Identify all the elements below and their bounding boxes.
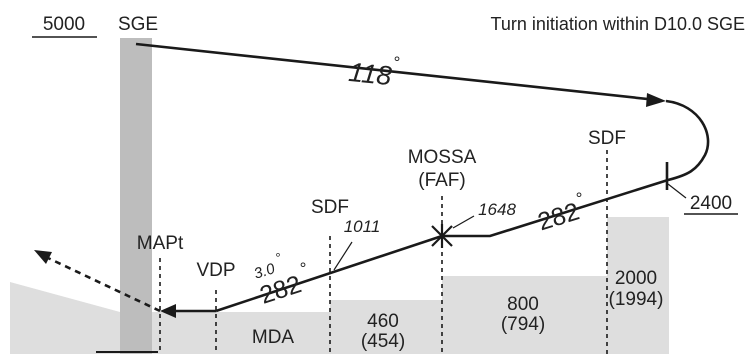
faf-tag: (FAF) <box>418 170 466 191</box>
seg3-altitude: 2000 <box>615 268 657 289</box>
glidepath-angle: 3.0 <box>252 260 278 283</box>
faf-cross-symbol <box>431 224 453 248</box>
final-arrowhead <box>160 304 176 318</box>
missed-approach-arrowhead <box>34 250 52 264</box>
seg2-altitude: 800 <box>507 294 539 315</box>
mda-label: MDA <box>252 327 295 348</box>
final-track <box>215 234 443 313</box>
seg3-height: (1994) <box>609 289 664 310</box>
outbound-track <box>135 42 658 102</box>
seg1-height: (454) <box>361 331 405 352</box>
outbound-degree: ° <box>394 53 401 72</box>
inbound-degree: ° <box>576 189 583 208</box>
outbound-arrowhead <box>646 93 666 107</box>
obstacle-block-2000 <box>607 217 669 354</box>
turn-initiation-note: Turn initiation within D10.0 SGE <box>491 14 745 34</box>
station-mast <box>120 38 152 354</box>
outbound-course: 118 <box>347 57 393 91</box>
turn-altitude: 2400 <box>690 193 732 214</box>
sdf-alt-leader <box>333 241 353 271</box>
seg2-height: (794) <box>501 314 545 335</box>
faf-name: MOSSA <box>408 147 477 168</box>
faf-alt-leader <box>452 215 475 229</box>
final-degree: ° <box>300 259 307 278</box>
mapt-label: MAPt <box>137 233 184 254</box>
inbound-track <box>442 178 669 238</box>
faf-altitude: 1648 <box>478 200 516 219</box>
glidepath-degree: ° <box>275 250 280 265</box>
turn-alt-leader <box>667 183 687 199</box>
seg1-altitude: 460 <box>367 311 399 332</box>
obstacle-block-800 <box>442 276 607 354</box>
terrain-slope <box>10 282 120 354</box>
procedure-turn-arc <box>665 99 710 182</box>
sdf-inner-label: SDF <box>311 197 349 218</box>
missed-approach-track <box>47 256 161 313</box>
sdf-outer-label: SDF <box>588 128 626 149</box>
header-fix: SGE <box>118 14 158 35</box>
header-altitude: 5000 <box>43 14 85 35</box>
obstacle-block-460 <box>330 300 442 354</box>
sdf-inner-altitude: 1011 <box>344 217 381 236</box>
vdp-label: VDP <box>196 260 235 281</box>
obstacle-block-mda <box>152 312 330 354</box>
